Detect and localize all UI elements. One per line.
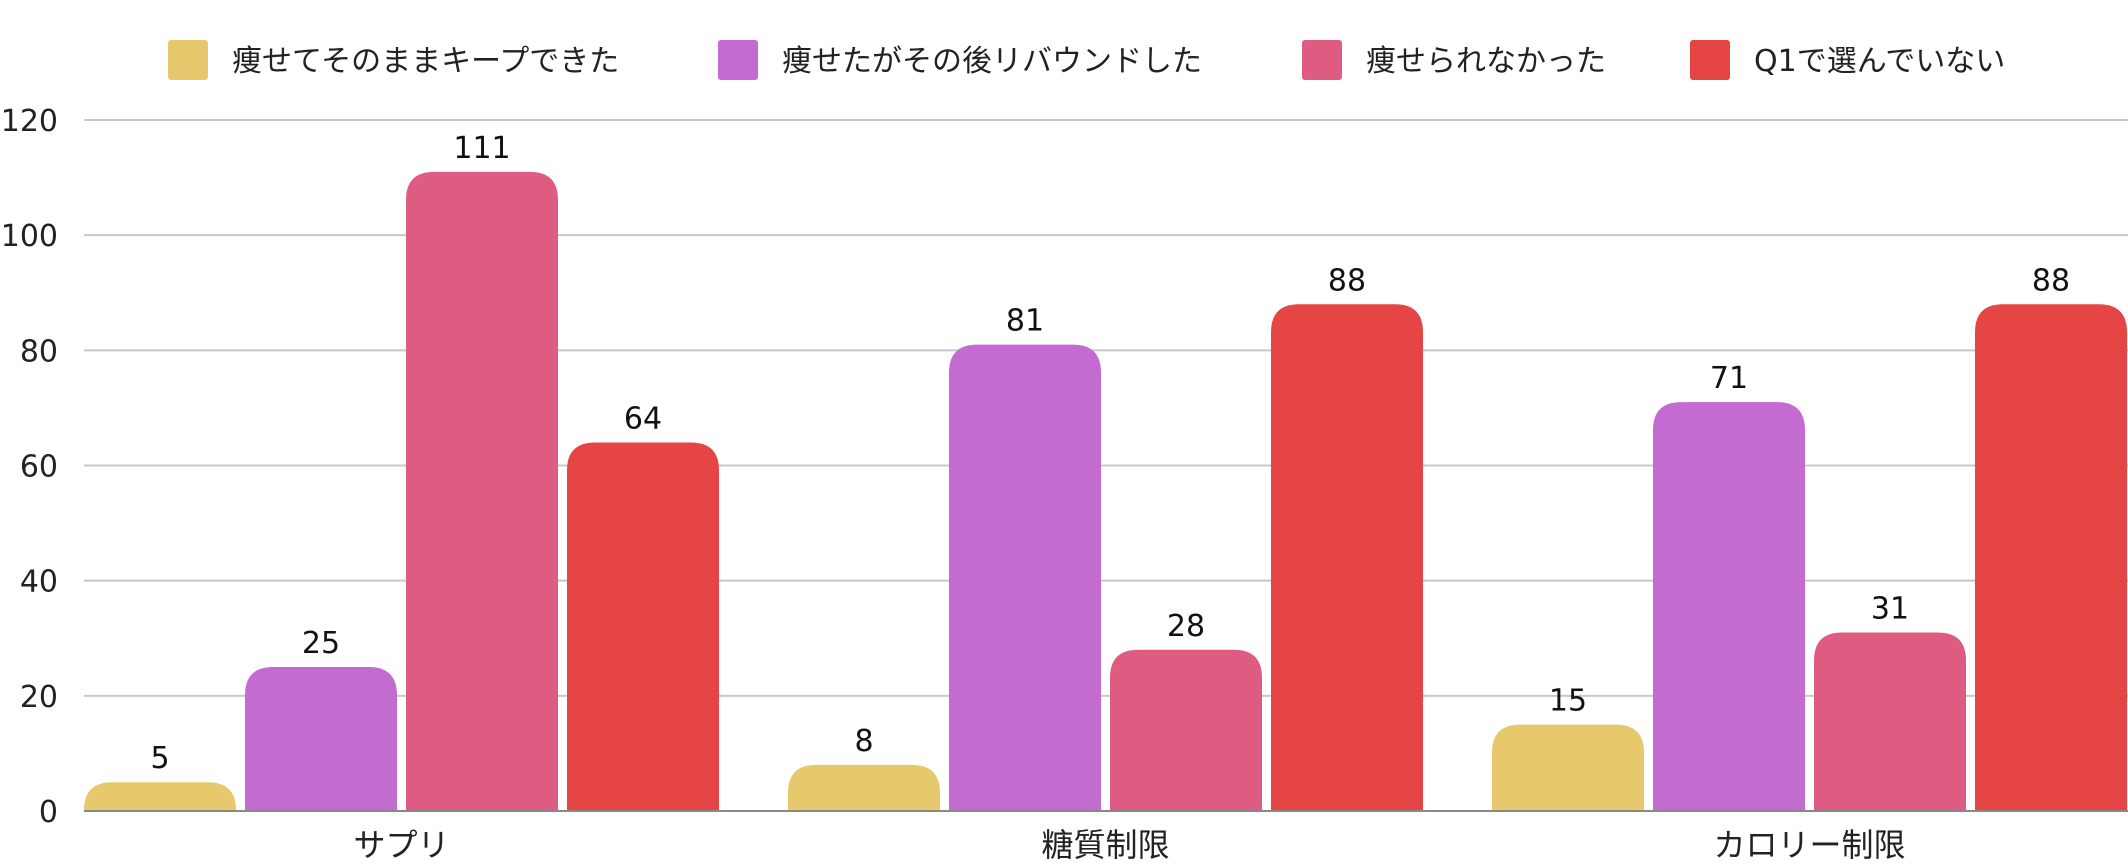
y-tick-label: 80 [20, 334, 58, 369]
bar-1-3[interactable] [406, 171, 558, 811]
data-label: 31 [1871, 591, 1909, 626]
y-tick-label: 60 [20, 450, 58, 485]
bar-2-1[interactable] [788, 764, 940, 811]
data-label: 15 [1549, 684, 1587, 719]
data-label: 71 [1710, 361, 1748, 396]
category-label: 糖質制限 [1041, 826, 1169, 864]
bar-2-3[interactable] [1110, 649, 1262, 811]
legend-item[interactable]: 痩せられなかった [1302, 40, 1606, 80]
category-label: サプリ [353, 826, 449, 864]
category-label: カロリー制限 [1713, 826, 1905, 864]
bar-3-3[interactable] [1814, 632, 1966, 811]
chart-legend: 痩せてそのままキープできた 痩せたがその後リバウンドした 痩せられなかった Q1で選ん… [168, 40, 2005, 80]
chart-bars [84, 171, 2127, 811]
y-tick-label: 120 [1, 104, 58, 139]
data-label: 81 [1006, 304, 1044, 339]
legend-item[interactable]: 痩せてそのままキープできた [168, 40, 619, 80]
y-tick-label: 20 [20, 680, 58, 715]
bar-3-4[interactable] [1975, 304, 2127, 811]
legend-label: 痩せたがその後リバウンドした [782, 44, 1202, 79]
legend-item[interactable]: 痩せたがその後リバウンドした [718, 40, 1202, 80]
y-tick-label: 100 [1, 219, 58, 254]
data-label: 28 [1167, 609, 1205, 644]
legend-label: 痩せてそのままキープできた [232, 44, 619, 79]
data-label: 8 [854, 724, 873, 759]
data-labels: 5 25 111 64 8 81 28 88 15 71 31 88 [150, 131, 2070, 776]
data-label: 64 [624, 401, 662, 436]
bar-1-1[interactable] [84, 782, 236, 811]
legend-swatch [168, 40, 208, 80]
bar-3-1[interactable] [1492, 724, 1644, 811]
y-axis: 0 20 40 60 80 100 120 [1, 104, 58, 830]
bar-2-2[interactable] [949, 344, 1101, 811]
legend-swatch [718, 40, 758, 80]
legend-label: 痩せられなかった [1366, 44, 1606, 79]
legend-label: Q1で選んでいない [1754, 44, 2005, 79]
data-label: 88 [2032, 263, 2070, 298]
bar-1-4[interactable] [567, 442, 719, 811]
legend-swatch [1690, 40, 1730, 80]
y-tick-label: 0 [39, 795, 58, 830]
bar-2-4[interactable] [1271, 304, 1423, 811]
data-label: 25 [302, 626, 340, 661]
legend-item[interactable]: Q1で選んでいない [1690, 40, 2005, 80]
chart-grid [84, 119, 2128, 697]
y-tick-label: 40 [20, 565, 58, 600]
bar-1-2[interactable] [245, 667, 397, 811]
x-axis: サプリ 糖質制限 カロリー制限 [84, 810, 2128, 864]
data-label: 111 [453, 131, 510, 166]
data-label: 88 [1328, 263, 1366, 298]
data-label: 5 [150, 741, 169, 776]
legend-swatch [1302, 40, 1342, 80]
bar-3-2[interactable] [1653, 402, 1805, 811]
